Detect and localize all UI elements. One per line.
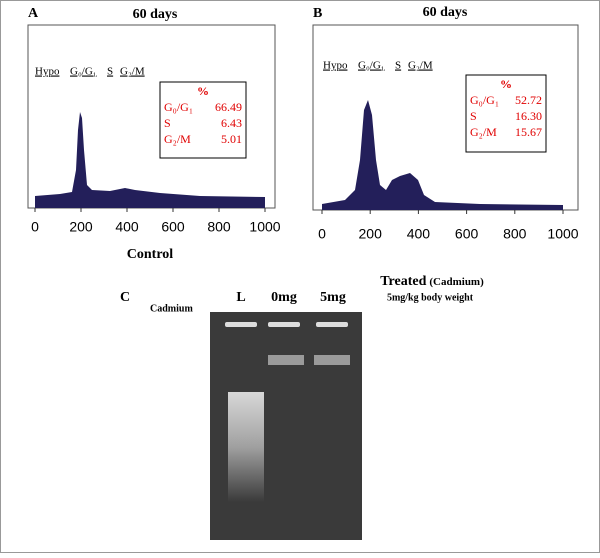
stats-header: % <box>500 77 512 91</box>
gel-well <box>316 322 348 327</box>
phase-label: S <box>395 60 401 72</box>
panel-label: C <box>120 290 130 305</box>
stats-value: 6.43 <box>221 116 242 130</box>
caption-main: Treated <box>380 274 426 289</box>
phase-label: S <box>107 66 113 78</box>
stats-value: 16.30 <box>515 109 542 123</box>
stats-phase: G₀/G₁ <box>470 93 499 107</box>
gel-well <box>225 322 257 327</box>
histogram <box>35 112 265 208</box>
gel-band <box>314 355 350 365</box>
stats-phase: G₀/G₁ <box>164 100 193 114</box>
x-tick-label: 600 <box>161 219 185 235</box>
x-tick-label: 800 <box>207 219 231 235</box>
gel-smear <box>228 392 264 502</box>
phase-label: G₀/G₁ <box>70 66 97 78</box>
stats-phase: G₂/M <box>164 132 191 146</box>
caption: Control <box>127 247 174 262</box>
panel-label: B <box>313 6 322 21</box>
stats-box <box>159 81 247 159</box>
histogram <box>322 100 563 210</box>
stats-header: % <box>197 84 209 98</box>
plot-frame <box>27 24 276 209</box>
x-tick-label: 0 <box>318 226 326 242</box>
stats-box <box>465 74 547 153</box>
panel-title: 60 days <box>423 5 468 20</box>
x-tick-label: 0 <box>31 219 39 235</box>
phase-label: G₀/G₁ <box>358 60 385 72</box>
panel-title: 60 days <box>133 7 178 22</box>
caption: Treated (Cadmium) <box>380 274 484 289</box>
phase-label: G₂/M <box>408 60 433 72</box>
stats-phase: S <box>164 116 171 130</box>
stats-value: 15.67 <box>515 125 542 139</box>
x-tick-label: 400 <box>115 219 139 235</box>
phase-label: Hypo <box>323 60 348 72</box>
x-tick-label: 200 <box>69 219 93 235</box>
row-label: Cadmium <box>150 303 193 314</box>
x-tick-label: 400 <box>407 226 431 242</box>
lane-label: 0mg <box>271 290 297 305</box>
phase-label: Hypo <box>35 66 60 78</box>
panel-label: A <box>28 6 39 21</box>
caption-note: (Cadmium) <box>429 276 484 288</box>
phase-label: G₂/M <box>120 66 145 78</box>
x-tick-label: 200 <box>359 226 383 242</box>
subcaption: 5mg/kg body weight <box>387 292 474 303</box>
lane-label: L <box>236 290 245 305</box>
stats-value: 52.72 <box>515 93 542 107</box>
x-tick-label: 800 <box>503 226 527 242</box>
gel-band <box>268 355 304 365</box>
x-tick-label: 600 <box>455 226 479 242</box>
stats-value: 5.01 <box>221 132 242 146</box>
stats-phase: S <box>470 109 477 123</box>
x-tick-label: 1000 <box>249 219 280 235</box>
stats-phase: G₂/M <box>470 125 497 139</box>
gel-well <box>268 322 300 327</box>
x-tick-label: 1000 <box>547 226 578 242</box>
stats-value: 66.49 <box>215 100 242 114</box>
lane-label: 5mg <box>320 290 346 305</box>
